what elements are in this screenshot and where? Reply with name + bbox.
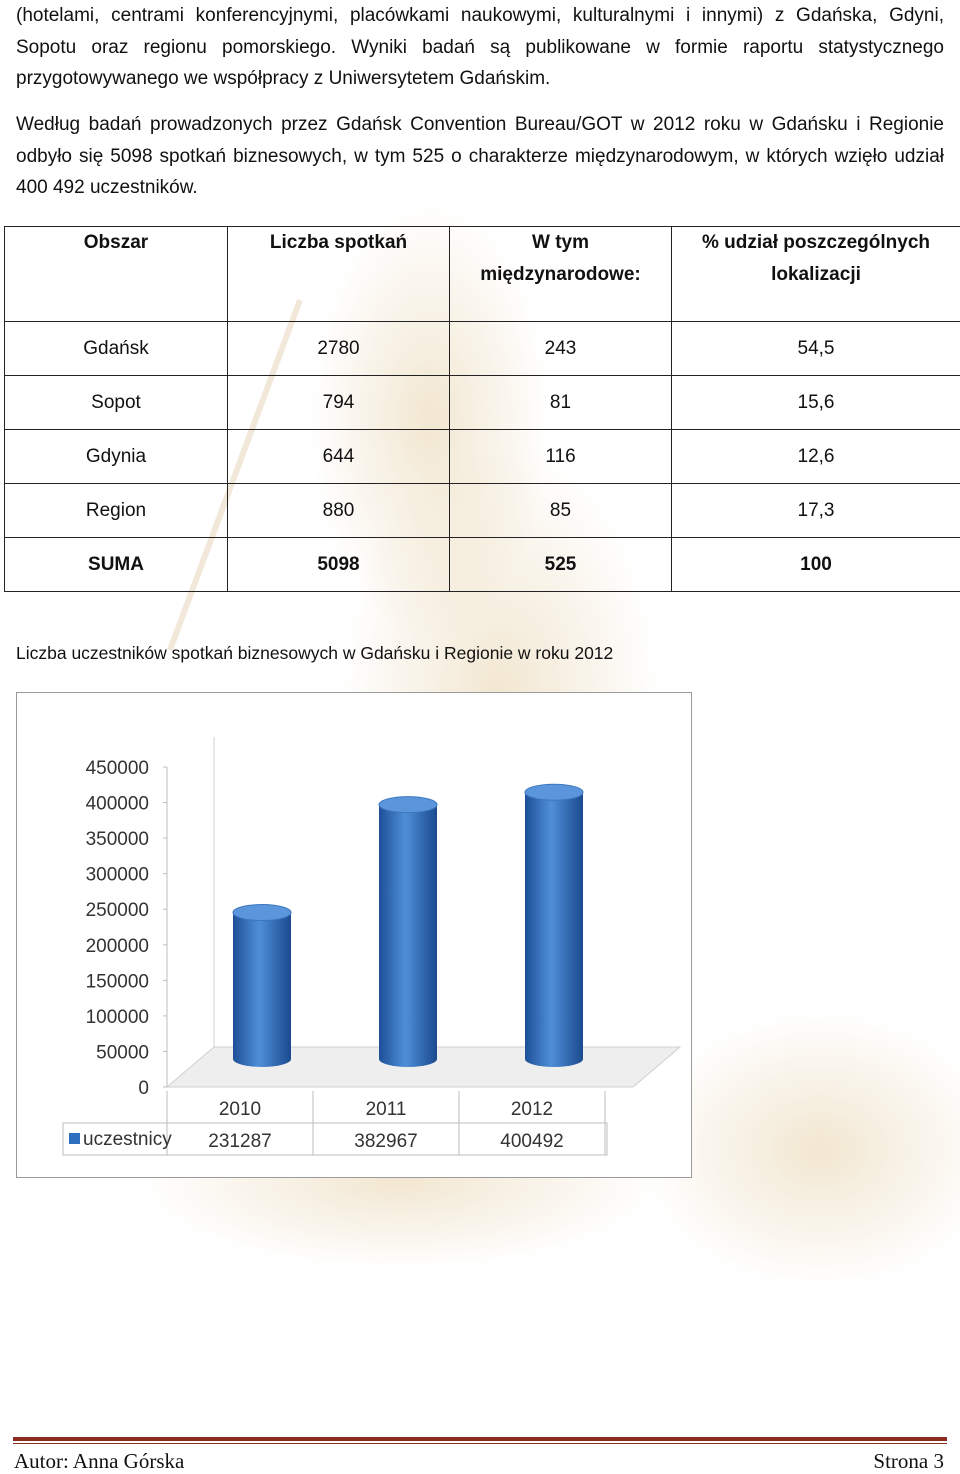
y-tick-label: 350000 [86, 829, 149, 850]
bar-2011 [379, 805, 437, 1067]
cell-area: SUMA [5, 538, 228, 592]
bar-2010 [233, 913, 291, 1067]
cell-share: 17,3 [672, 484, 960, 538]
header-meetings: Liczba spotkań [228, 227, 450, 322]
cell-area: Gdynia [5, 430, 228, 484]
cell-share: 100 [672, 538, 960, 592]
table-row: Gdańsk 2780 243 54,5 [5, 322, 960, 376]
bar-top-2011 [379, 797, 437, 813]
y-tick-label: 450000 [86, 758, 149, 779]
x-tick-label: 2012 [511, 1099, 553, 1120]
participants-chart: 0 50000 100000 150000 200000 250000 300000 3500… [16, 692, 692, 1178]
cell-meetings: 644 [228, 430, 450, 484]
cell-meetings: 794 [228, 376, 450, 430]
data-label: 400492 [500, 1131, 563, 1152]
x-tick-label: 2010 [219, 1099, 261, 1120]
y-tick-label: 0 [138, 1078, 149, 1099]
cell-share: 54,5 [672, 322, 960, 376]
footer-divider [13, 1437, 947, 1441]
cell-international: 525 [450, 538, 672, 592]
y-tick-label: 300000 [86, 865, 149, 886]
cell-meetings: 5098 [228, 538, 450, 592]
data-label: 382967 [354, 1131, 417, 1152]
y-tick-label: 50000 [96, 1042, 149, 1063]
y-tick-label: 100000 [86, 1007, 149, 1028]
bar-top-2010 [233, 905, 291, 921]
cell-international: 81 [450, 376, 672, 430]
cell-international: 85 [450, 484, 672, 538]
cell-area: Region [5, 484, 228, 538]
cell-share: 12,6 [672, 430, 960, 484]
cell-area: Gdańsk [5, 322, 228, 376]
chart-svg: 0 50000 100000 150000 200000 250000 300000 3500… [17, 693, 691, 1177]
bar-top-2012 [525, 784, 583, 800]
footer-divider-thin [13, 1443, 947, 1444]
table-row: Region 880 85 17,3 [5, 484, 960, 538]
cell-area: Sopot [5, 376, 228, 430]
footer-author: Autor: Anna Górska [14, 1449, 184, 1474]
cell-international: 243 [450, 322, 672, 376]
table-row: Sopot 794 81 15,6 [5, 376, 960, 430]
y-tick-label: 200000 [86, 936, 149, 957]
data-label: 231287 [208, 1131, 271, 1152]
paragraph-study-summary: Według badań prowadzonych przez Gdańsk C… [16, 109, 944, 204]
footer-page-number: Strona 3 [873, 1449, 944, 1474]
cell-meetings: 880 [228, 484, 450, 538]
y-tick-label: 400000 [86, 794, 149, 815]
cell-meetings: 2780 [228, 322, 450, 376]
chart-caption: Liczba uczestników spotkań biznesowych w… [16, 643, 613, 664]
bar-2012 [525, 792, 583, 1067]
paragraph-intro-continued: (hotelami, centrami konferencyjnymi, pla… [16, 0, 944, 95]
cell-share: 15,6 [672, 376, 960, 430]
cell-international: 116 [450, 430, 672, 484]
legend-label: uczestnicy [83, 1129, 172, 1150]
table-row: Gdynia 644 116 12,6 [5, 430, 960, 484]
legend-swatch [69, 1133, 80, 1144]
header-area: Obszar [5, 227, 228, 322]
y-tick-label: 150000 [86, 971, 149, 992]
table-sum-row: SUMA 5098 525 100 [5, 538, 960, 592]
y-tick-label: 250000 [86, 900, 149, 921]
x-tick-label: 2011 [366, 1099, 407, 1120]
